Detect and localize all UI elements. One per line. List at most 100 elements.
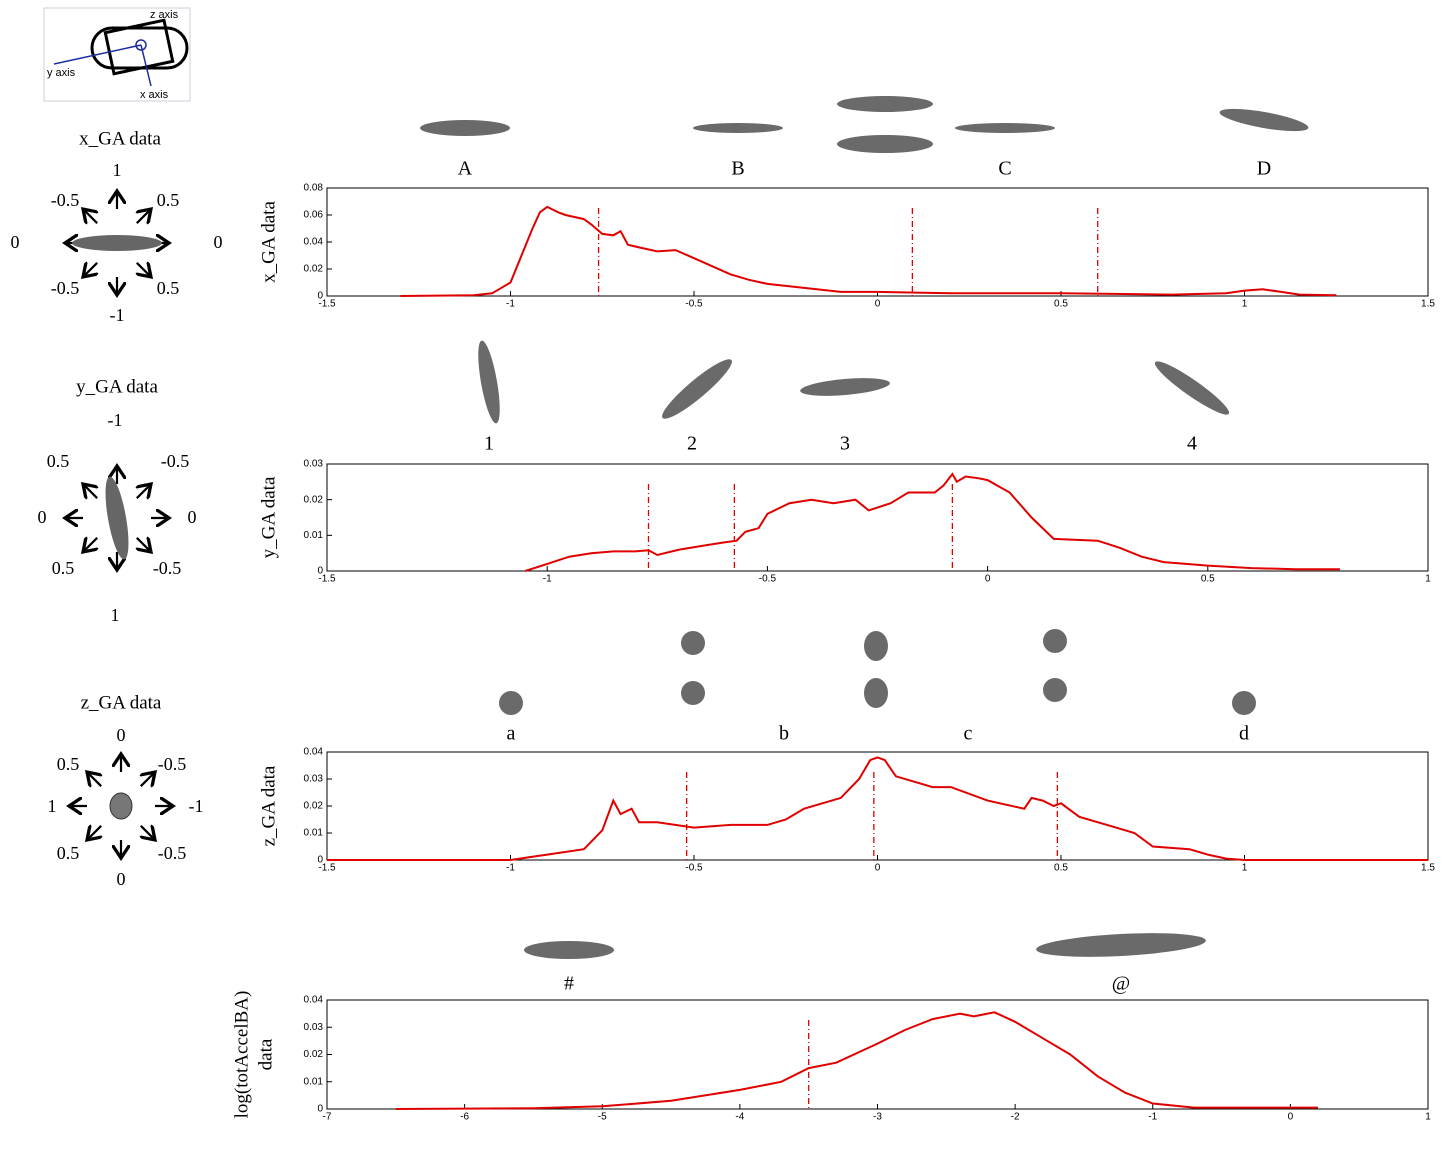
x-tick-label: -0.5 bbox=[685, 299, 703, 310]
figure: z axis y axis x axis x_GA data 1 -0.5 0.5 0 0… bbox=[0, 0, 1449, 1145]
direction-label: 0.5 bbox=[52, 558, 75, 578]
direction-label: -0.5 bbox=[51, 278, 80, 298]
dolphin bbox=[101, 475, 133, 561]
dolphin-icon bbox=[1232, 691, 1256, 715]
data-line bbox=[327, 757, 1428, 860]
y-tick-label: 0.01 bbox=[304, 1076, 324, 1087]
y-tick-label: 0.03 bbox=[304, 774, 324, 785]
dolphin-icon bbox=[1036, 930, 1207, 961]
annotation: 3 bbox=[840, 433, 850, 455]
direction-label: 0 bbox=[188, 507, 197, 527]
data-line bbox=[525, 474, 1340, 571]
y-tick-label: 0.02 bbox=[304, 1049, 324, 1060]
annotation: d bbox=[1239, 723, 1249, 745]
panel-title: z_GA data bbox=[81, 692, 162, 713]
dolphin-icon bbox=[1151, 356, 1234, 421]
annotation: 1 bbox=[484, 433, 494, 455]
x-tick-label: 1 bbox=[1425, 574, 1431, 585]
x-tick-label: 0 bbox=[875, 299, 881, 310]
data-line bbox=[396, 1012, 1318, 1109]
axes-key: z axis y axis x axis bbox=[44, 8, 190, 101]
dolphin-icon bbox=[837, 135, 933, 153]
direction-arrow bbox=[83, 484, 97, 498]
dolphin-icon bbox=[1043, 678, 1067, 702]
direction-label: -0.5 bbox=[158, 754, 187, 774]
dolphin-icon bbox=[864, 678, 888, 708]
x-tick-label: -2 bbox=[1011, 1112, 1020, 1123]
annotation: c bbox=[964, 723, 973, 745]
dolphin-icon bbox=[693, 123, 783, 133]
y-tick-label: 0.02 bbox=[304, 801, 324, 812]
direction-label: 1 bbox=[111, 605, 120, 625]
direction-arrow bbox=[137, 263, 151, 277]
annotation: C bbox=[998, 158, 1011, 180]
direction-arrow bbox=[141, 772, 155, 786]
plot-frame bbox=[327, 752, 1428, 860]
x-tick-label: 0 bbox=[1288, 1112, 1294, 1123]
dolphin-icon bbox=[864, 631, 888, 661]
x-tick-label: -1.5 bbox=[318, 863, 336, 874]
y-tick-label: 0.01 bbox=[304, 530, 324, 541]
dolphin-icon bbox=[837, 96, 933, 112]
plot-frame bbox=[327, 464, 1428, 571]
x-tick-label: -6 bbox=[460, 1112, 469, 1123]
direction-arrow bbox=[87, 772, 101, 786]
x-tick-label: 0 bbox=[985, 574, 991, 585]
dolphin-icon bbox=[474, 339, 504, 425]
key-label: x axis bbox=[140, 89, 169, 101]
annotation: @ bbox=[1112, 973, 1130, 995]
direction-label: -0.5 bbox=[161, 451, 190, 471]
direction-label: -1 bbox=[189, 796, 204, 816]
x-tick-label: -1.5 bbox=[318, 299, 336, 310]
dolphin-icon bbox=[499, 691, 523, 715]
annotation: D bbox=[1257, 158, 1271, 180]
direction-label: 0 bbox=[214, 232, 223, 252]
x-tick-label: 1.5 bbox=[1421, 863, 1435, 874]
direction-label: 0.5 bbox=[57, 843, 80, 863]
x-tick-label: 1 bbox=[1242, 299, 1248, 310]
annotation: B bbox=[731, 158, 744, 180]
direction-label: 0 bbox=[117, 725, 126, 745]
panel-title: x_GA data bbox=[79, 128, 161, 149]
direction-arrow bbox=[141, 826, 155, 840]
y-tick-label: 0.03 bbox=[304, 459, 324, 470]
y-axis-label: log(totAccelBA) bbox=[231, 991, 252, 1119]
x-tick-label: -7 bbox=[323, 1112, 332, 1123]
y-tick-label: 0.02 bbox=[304, 264, 324, 275]
annotation: A bbox=[458, 158, 473, 180]
key-label: y axis bbox=[47, 67, 76, 79]
panel-title: y_GA data bbox=[76, 376, 158, 397]
x-tick-label: -1.5 bbox=[318, 574, 336, 585]
dolphin-icon bbox=[681, 631, 705, 655]
x-tick-label: 0 bbox=[875, 863, 881, 874]
y-tick-label: 0.06 bbox=[304, 210, 324, 221]
x-tick-label: -0.5 bbox=[685, 863, 703, 874]
direction-arrow bbox=[87, 826, 101, 840]
dolphin-icon bbox=[681, 681, 705, 705]
plot-frame bbox=[327, 188, 1428, 296]
direction-arrow bbox=[137, 538, 151, 552]
direction-label: 0.5 bbox=[157, 190, 180, 210]
direction-label: 1 bbox=[113, 160, 122, 180]
direction-label: 0.5 bbox=[47, 451, 70, 471]
y-axis-label: z_GA data bbox=[258, 765, 279, 846]
key-frame bbox=[44, 8, 190, 101]
y-tick-label: 0.02 bbox=[304, 494, 324, 505]
direction-arrow bbox=[83, 263, 97, 277]
direction-label: -0.5 bbox=[51, 190, 80, 210]
direction-label: 1 bbox=[48, 796, 57, 816]
dolphin bbox=[72, 235, 162, 251]
y-tick-label: 0.04 bbox=[304, 237, 324, 248]
direction-label: -1 bbox=[108, 410, 123, 430]
x-tick-label: -3 bbox=[873, 1112, 882, 1123]
direction-arrow bbox=[83, 209, 97, 223]
direction-arrow bbox=[137, 484, 151, 498]
dolphin-front bbox=[110, 793, 132, 819]
y-axis-label: y_GA data bbox=[258, 476, 279, 558]
y-tick-label: 0.04 bbox=[304, 747, 324, 758]
x-tick-label: -0.5 bbox=[759, 574, 777, 585]
annotation: a bbox=[507, 723, 516, 745]
x-tick-label: -1 bbox=[543, 574, 552, 585]
direction-label: 0 bbox=[11, 232, 20, 252]
direction-arrow bbox=[83, 538, 97, 552]
